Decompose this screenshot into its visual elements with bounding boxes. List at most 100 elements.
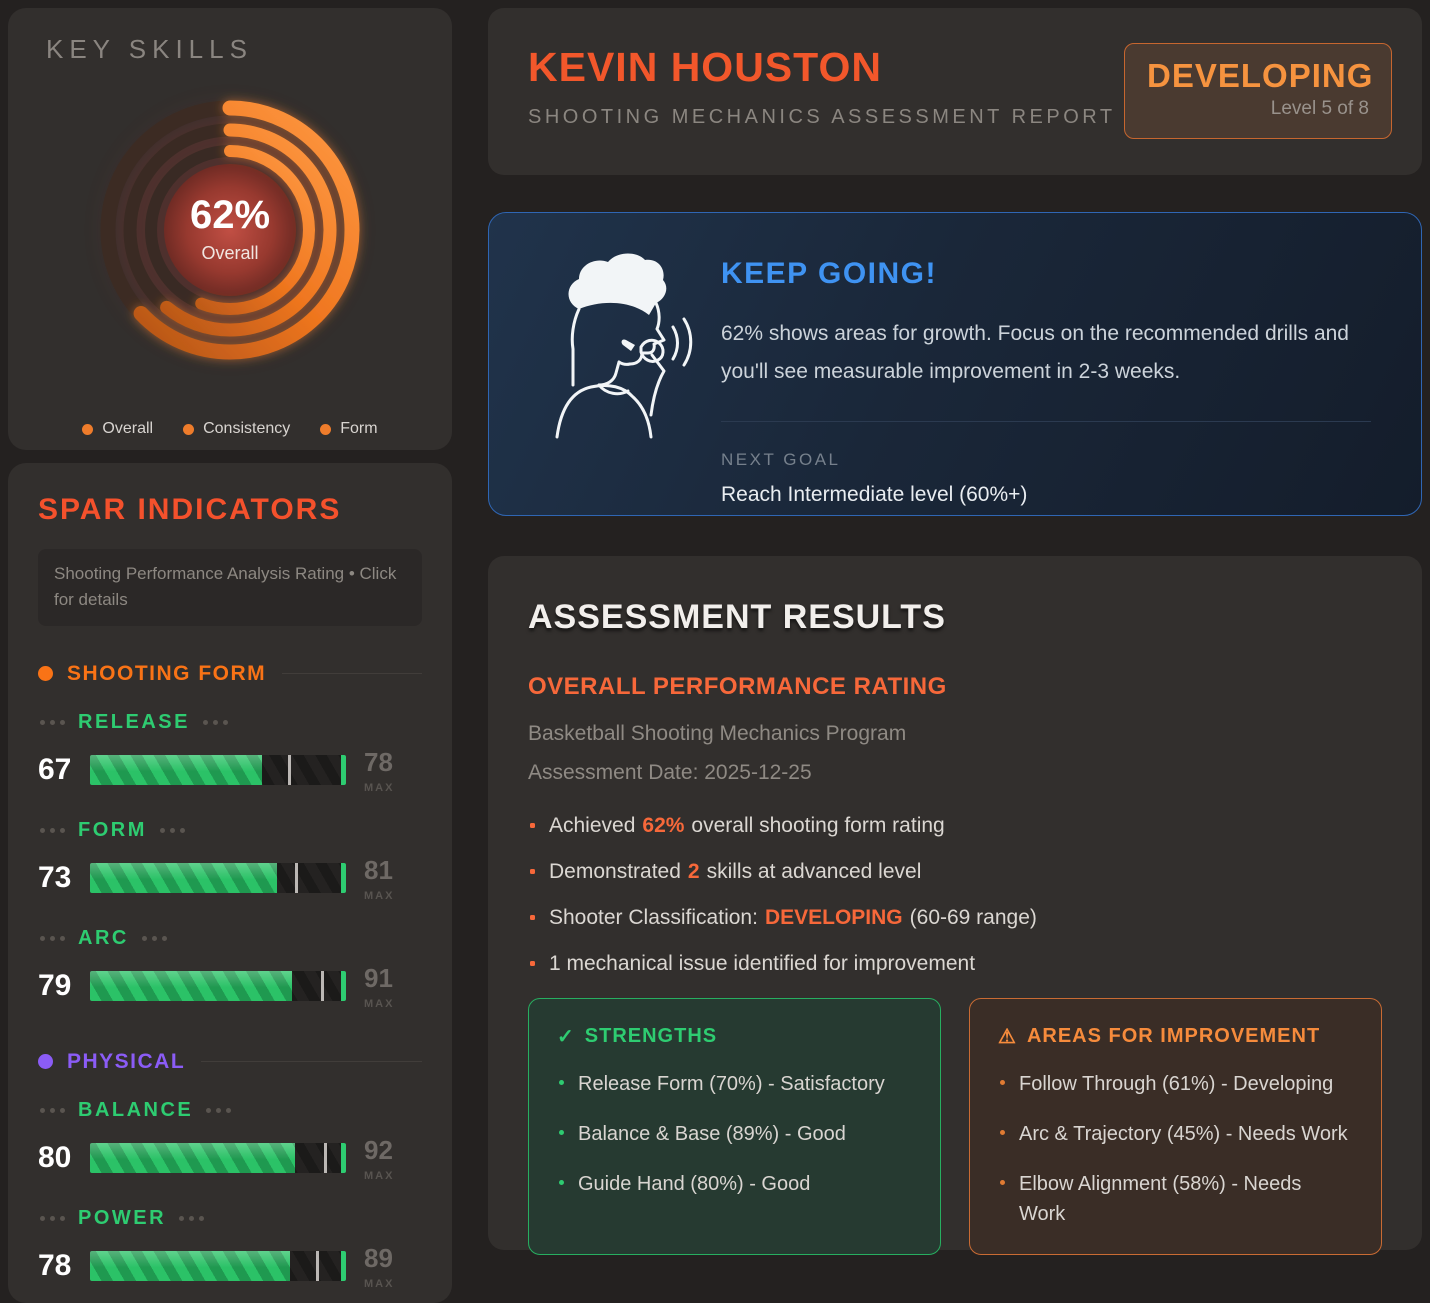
improvement-box: ⚠ AREAS FOR IMPROVEMENT Follow Through (… bbox=[969, 998, 1382, 1255]
dots-decoration bbox=[40, 719, 65, 725]
shoulders bbox=[555, 383, 653, 439]
skill-label: FORM bbox=[78, 818, 147, 841]
skill-power[interactable]: POWER 78 89 MAX bbox=[38, 1207, 422, 1290]
category-label: SHOOTING FORM bbox=[67, 661, 267, 685]
max-marker bbox=[323, 1143, 327, 1174]
bar-fill bbox=[90, 1251, 290, 1282]
bar-end-cap bbox=[341, 755, 346, 786]
bar-end-cap bbox=[341, 1143, 346, 1174]
dots-decoration bbox=[40, 827, 65, 833]
legend-label: Overall bbox=[102, 420, 154, 437]
max-marker bbox=[295, 863, 299, 894]
skill-max-value: 91 bbox=[364, 962, 393, 993]
result-bullet: Demonstrated 2 skills at advanced level bbox=[528, 860, 1382, 884]
strengths-title: STRENGTHS bbox=[584, 1025, 718, 1047]
warning-icon: ⚠ bbox=[998, 1026, 1017, 1048]
arm bbox=[649, 353, 666, 417]
skill-arc[interactable]: ARC 79 91 MAX bbox=[38, 927, 422, 1010]
spar-indicators-card: SPAR INDICATORS Shooting Performance Ana… bbox=[8, 463, 452, 1303]
performance-heading: OVERALL PERFORMANCE RATING bbox=[528, 673, 947, 700]
skill-max-value: 92 bbox=[364, 1134, 393, 1165]
skill-label: BALANCE bbox=[78, 1098, 194, 1121]
dots-decoration bbox=[179, 1215, 205, 1221]
bar-fill bbox=[90, 971, 293, 1002]
legend-dot-icon bbox=[183, 423, 195, 435]
max-marker bbox=[287, 755, 291, 786]
skills-radial-gauge: 62% Overall bbox=[38, 65, 422, 395]
next-goal-label: NEXT GOAL bbox=[721, 449, 841, 469]
dots-decoration bbox=[40, 1215, 65, 1221]
bullet-dot-icon bbox=[530, 961, 535, 966]
skill-progress-bar bbox=[90, 1251, 346, 1282]
category-divider bbox=[201, 1061, 422, 1063]
hand bbox=[639, 338, 665, 363]
back-of-head bbox=[570, 307, 581, 387]
motivation-message: 62% shows areas for growth. Focus on the… bbox=[721, 322, 1349, 383]
bar-end-cap bbox=[341, 1251, 346, 1282]
hair-shape bbox=[568, 253, 667, 315]
dots-decoration bbox=[40, 935, 65, 941]
face-profile bbox=[628, 301, 666, 366]
gauge-svg: 62% Overall bbox=[100, 100, 360, 360]
skill-release[interactable]: RELEASE 67 78 MAX bbox=[38, 711, 422, 794]
badge-label: DEVELOPING bbox=[1147, 57, 1374, 94]
check-icon: ✓ bbox=[557, 1026, 575, 1048]
bullet-dot-icon bbox=[530, 869, 535, 874]
gauge-center-disc bbox=[164, 164, 296, 296]
skill-value: 67 bbox=[38, 753, 72, 787]
bullet-dot-icon bbox=[559, 1130, 564, 1135]
bullet-dot-icon bbox=[1000, 1180, 1005, 1185]
coach-whistle-illustration bbox=[531, 247, 699, 515]
spar-tooltip[interactable]: Shooting Performance Analysis Rating • C… bbox=[38, 549, 422, 626]
max-caption: MAX bbox=[364, 997, 395, 1010]
badge-level: Level 5 of 8 bbox=[1270, 98, 1369, 119]
classification-badge: DEVELOPING Level 5 of 8 bbox=[1124, 43, 1392, 139]
bar-fill bbox=[90, 1143, 295, 1174]
jaw-neck bbox=[597, 360, 632, 387]
category-physical: PHYSICAL bbox=[38, 1050, 422, 1074]
gauge-legend: Overall Consistency Form bbox=[8, 420, 452, 438]
gauge-arc-consistency bbox=[123, 123, 337, 337]
bar-end-cap bbox=[341, 971, 346, 1002]
legend-dot-icon bbox=[82, 423, 94, 435]
bar-end-cap bbox=[341, 863, 346, 894]
sidebar: KEY SKILLS bbox=[8, 8, 452, 1303]
legend-label: Consistency bbox=[203, 420, 291, 437]
improvement-item: Arc & Trajectory (45%) - Needs Work bbox=[998, 1119, 1353, 1149]
strengths-box: ✓ STRENGTHS Release Form (70%) - Satisfa… bbox=[528, 998, 941, 1255]
skill-progress-bar bbox=[90, 755, 346, 786]
bullet-dot-icon bbox=[530, 915, 535, 920]
bar-fill bbox=[90, 863, 277, 894]
highlight-value: 2 bbox=[687, 860, 700, 883]
max-caption: MAX bbox=[364, 781, 395, 794]
skill-form[interactable]: FORM 73 81 MAX bbox=[38, 819, 422, 902]
skill-label: POWER bbox=[78, 1206, 167, 1229]
category-divider bbox=[282, 673, 422, 675]
skill-label: ARC bbox=[78, 926, 129, 949]
dots-decoration bbox=[141, 935, 167, 941]
bullet-dot-icon bbox=[530, 823, 535, 828]
skill-value: 78 bbox=[38, 1249, 72, 1283]
legend-label: Form bbox=[340, 420, 378, 437]
skill-balance[interactable]: BALANCE 80 92 MAX bbox=[38, 1099, 422, 1182]
dots-decoration bbox=[202, 719, 228, 725]
legend-item-consistency: Consistency bbox=[183, 420, 290, 438]
bullet-dot-icon bbox=[1000, 1130, 1005, 1135]
sound-wave-1 bbox=[671, 325, 679, 361]
page-subtitle: SHOOTING MECHANICS ASSESSMENT REPORT bbox=[528, 106, 1116, 128]
bullet-dot-icon bbox=[1000, 1080, 1005, 1085]
improvement-item: Elbow Alignment (58%) - Needs Work bbox=[998, 1169, 1353, 1229]
max-marker bbox=[320, 971, 324, 1002]
skill-value: 80 bbox=[38, 1141, 72, 1175]
strength-item: Guide Hand (80%) - Good bbox=[557, 1169, 912, 1199]
gauge-arc-form bbox=[145, 145, 315, 315]
program-name: Basketball Shooting Mechanics Program bbox=[528, 722, 907, 745]
next-goal-value: Reach Intermediate level (60%+) bbox=[721, 482, 1028, 506]
whistle bbox=[621, 339, 635, 351]
skill-value: 73 bbox=[38, 861, 72, 895]
skill-max-value: 81 bbox=[364, 854, 393, 885]
legend-dot-icon bbox=[320, 423, 332, 435]
assessment-results-card: ASSESSMENT RESULTS OVERALL PERFORMANCE R… bbox=[488, 556, 1422, 1255]
gauge-arc-overall bbox=[100, 100, 360, 360]
result-bullet: 1 mechanical issue identified for improv… bbox=[528, 952, 1382, 976]
